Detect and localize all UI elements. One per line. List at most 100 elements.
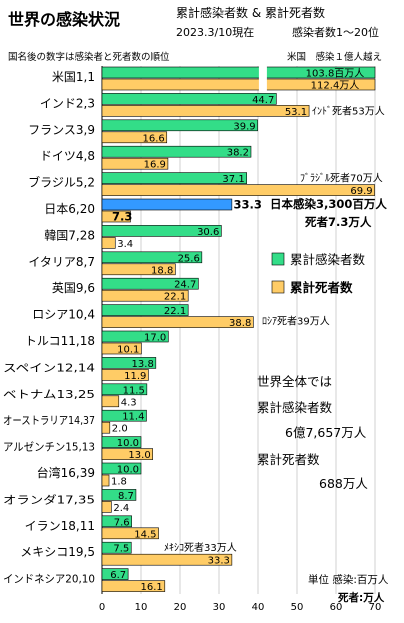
infected-bar (101, 66, 376, 79)
x-tick-label: 10 (135, 602, 148, 613)
category-label: インド2,3 (40, 96, 95, 110)
category-label: 韓国7,28 (44, 228, 95, 242)
deaths-bar (101, 448, 154, 460)
units-line-1: 単位 感染:百万人 (308, 573, 389, 586)
infected-value-label: 6.7 (110, 570, 126, 581)
infected-value-label: 11.5 (123, 385, 145, 396)
infected-value-label: 17.0 (144, 333, 166, 344)
category-label: メキシコ19,5 (20, 545, 95, 559)
deaths-bar (101, 131, 168, 144)
deaths-value-label: 3.4 (117, 239, 133, 250)
deaths-value-label: 16.1 (141, 582, 163, 593)
deaths-bar (101, 553, 233, 566)
infected-bar (101, 515, 132, 528)
world-deaths-label: 累計死者数 (257, 452, 320, 467)
japan-deaths-annotation: 死者7.3万人 (305, 215, 372, 229)
deaths-value-label: 2.0 (112, 424, 128, 435)
deaths-bar (101, 184, 375, 196)
category-label: イラン18,11 (25, 519, 95, 533)
category-label: ロシア10,4 (32, 308, 95, 322)
infected-value-label: 13.8 (132, 359, 154, 370)
date-line: 2023.3/10現在 (176, 26, 254, 39)
bars (101, 65, 376, 592)
deaths-bar (101, 237, 116, 249)
category-label: アルゼンチン15,13 (3, 441, 95, 454)
russia-deaths-annotation: ﾛｼｱ死者39万人 (262, 316, 330, 328)
infected-value-label: 11.4 (122, 412, 144, 423)
category-label: 日本6,20 (44, 202, 95, 216)
infected-bar (101, 172, 247, 184)
deaths-value-label: 53.1 (285, 107, 307, 118)
category-label: オランダ17,35 (3, 492, 95, 506)
deaths-bar (101, 78, 376, 91)
grid-lines (101, 66, 376, 594)
x-tick-label: 30 (213, 602, 226, 613)
infected-bar (101, 330, 169, 343)
infected-bar (101, 541, 132, 554)
category-label: フランス3,9 (28, 123, 95, 137)
infected-bar (101, 568, 129, 580)
category-label: オーストラリア14,37 (3, 414, 95, 427)
x-tick-label: 0 (99, 602, 105, 613)
us-annotation: 米国 感染１億人越え (287, 51, 382, 63)
category-label: 米国1,1 (52, 70, 95, 84)
infected-value-label: 30.6 (197, 227, 219, 238)
deaths-value-label: 18.8 (151, 265, 173, 276)
infected-value-label: 39.9 (233, 121, 255, 132)
deaths-bar (101, 316, 254, 328)
infected-value-label: 8.7 (118, 491, 134, 502)
infected-bar (101, 304, 189, 316)
chart-title: 世界の感染状況 (8, 10, 120, 29)
infected-value-label: 10.0 (117, 465, 139, 476)
category-label: スペイン12,14 (3, 361, 95, 374)
deaths-value-label: 4.3 (121, 397, 137, 408)
deaths-bar (101, 210, 131, 223)
deaths-value-label: 38.8 (229, 318, 251, 329)
deaths-bar (101, 105, 310, 117)
deaths-value-label: 16.9 (144, 160, 166, 171)
infected-value-label: 33.3 (233, 198, 261, 212)
category-label: インドネシア20,10 (3, 573, 95, 586)
x-tick-label: 40 (252, 602, 265, 613)
infected-bar (101, 145, 252, 158)
infected-value-label: 37.1 (222, 174, 244, 185)
legend-infected-label: 累計感染者数 (290, 252, 366, 267)
x-tick-label: 60 (330, 602, 343, 613)
deaths-value-label: 22.1 (164, 292, 186, 303)
legend-deaths-label: 累計死者数 (290, 280, 353, 295)
chart-subtitle: 累計感染者数 & 累計死者数 (176, 5, 325, 20)
india-deaths-annotation: ｲﾝﾄﾞ死者53万人 (312, 105, 385, 117)
legend-infected-swatch (271, 252, 285, 266)
deaths-value-label: 2.4 (113, 503, 129, 514)
infected-value-label: 22.1 (164, 306, 186, 317)
category-label: イタリア8,7 (28, 255, 95, 269)
deaths-value-label: 33.3 (208, 556, 230, 567)
units-line-2: 死者:万人 (337, 591, 385, 604)
axis-note: 国名後の数字は感染者と死者数の順位 (8, 51, 170, 63)
infected-bar (101, 462, 142, 475)
category-label: トルコ11,18 (25, 334, 95, 348)
deaths-value-label: 14.5 (134, 529, 156, 540)
infected-value-label: 38.2 (227, 148, 249, 159)
world-infected-value: 6億7,657万人 (285, 425, 367, 440)
infected-bar (101, 383, 148, 396)
labels: 0 10 20 30 40 50 60 70 米国1,1 103.8百万人112.4万人インド2,… (3, 68, 387, 614)
infected-value-label: 10.0 (117, 438, 139, 449)
deaths-bar (101, 501, 112, 513)
infected-value-label: 7.5 (113, 544, 129, 555)
world-infected-label: 累計感染者数 (257, 400, 333, 415)
infected-bar (101, 251, 203, 264)
infected-bar (101, 277, 199, 290)
world-heading: 世界全体では (257, 374, 332, 389)
infected-value-label: 24.7 (174, 280, 196, 291)
infected-value-label: 103.8百万人 (306, 68, 365, 80)
legend-deaths-swatch (271, 280, 285, 294)
deaths-bar (101, 395, 120, 408)
mexico-deaths-annotation: ﾒｷｼｺ死者33万人 (164, 542, 237, 554)
x-tick-label: 70 (369, 602, 382, 613)
deaths-bar (101, 580, 166, 592)
deaths-value-label: 13.0 (128, 450, 150, 461)
category-label: ベトナム13,25 (3, 388, 95, 401)
category-label: 台湾16,39 (37, 465, 95, 480)
